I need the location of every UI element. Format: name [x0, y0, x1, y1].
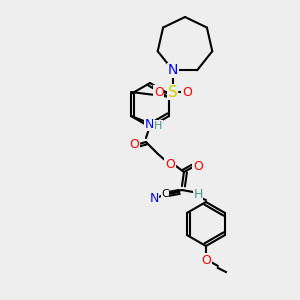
Text: N: N	[149, 193, 159, 206]
Text: H: H	[193, 188, 203, 200]
Text: O: O	[129, 137, 139, 151]
Text: N: N	[144, 118, 154, 130]
Text: N: N	[168, 63, 178, 77]
Text: C: C	[161, 189, 169, 199]
Text: H: H	[154, 121, 162, 131]
Text: O: O	[154, 86, 164, 99]
Text: O: O	[182, 86, 192, 99]
Text: O: O	[165, 158, 175, 170]
Text: O: O	[201, 254, 211, 266]
Text: S: S	[168, 85, 178, 100]
Text: O: O	[193, 160, 203, 173]
